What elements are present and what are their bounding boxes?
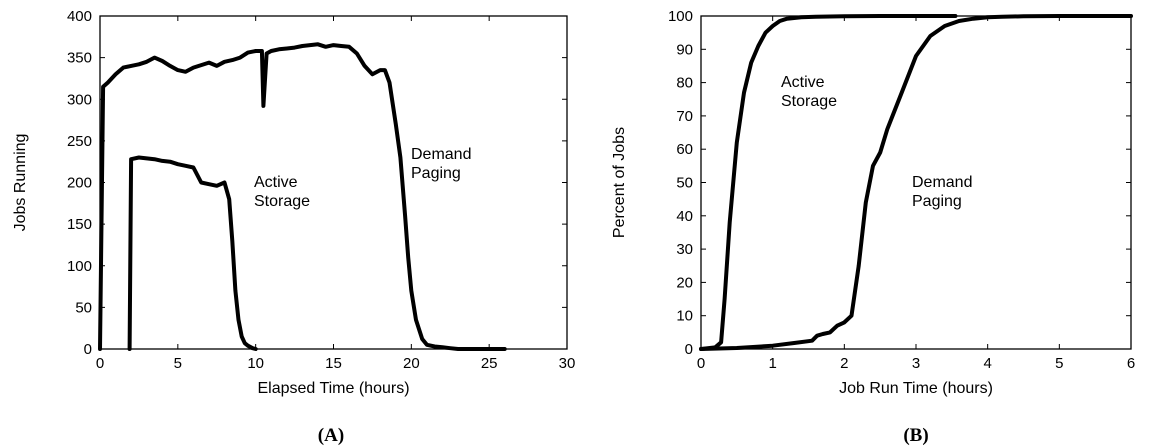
annotation-line: Paging xyxy=(912,193,962,210)
y-tick-label: 150 xyxy=(67,216,92,233)
y-tick-label: 300 xyxy=(67,91,92,108)
y-axis-label: Percent of Jobs xyxy=(611,127,628,238)
annotation-line: Paging xyxy=(411,165,461,182)
annotation-line: Demand xyxy=(411,146,471,163)
chart-a: 0 5 10 15 20 25 30050100150200250300350400Elap… xyxy=(12,8,575,446)
x-tick-label: 3 xyxy=(912,355,920,372)
series-line-demand-paging xyxy=(98,42,507,351)
annotation-line: Demand xyxy=(912,174,972,191)
y-tick-label: 250 xyxy=(67,133,92,150)
annotation-line: Active xyxy=(781,74,825,91)
x-tick-label: 15 xyxy=(325,355,342,372)
annotation-demand-paging: Demand Paging xyxy=(411,146,471,182)
annotation-line: Storage xyxy=(781,93,837,110)
y-tick-label: 400 xyxy=(67,8,92,25)
annotation-line: Storage xyxy=(254,193,310,210)
y-tick-label: 90 xyxy=(676,41,693,58)
y-tick-label: 50 xyxy=(676,175,693,192)
y-tick-label: 20 xyxy=(676,274,693,291)
x-tick-label: 1 xyxy=(768,355,776,372)
y-tick-label: 200 xyxy=(67,175,92,192)
y-axis-label: Jobs Running xyxy=(12,134,29,232)
y-tick-label: 100 xyxy=(668,8,693,25)
series-line-demand-paging xyxy=(699,14,1133,351)
x-axis-label: Job Run Time (hours) xyxy=(839,380,993,397)
y-tick-label: 30 xyxy=(676,241,693,258)
annotation-active-storage: Active Storage xyxy=(781,74,837,110)
y-tick-label: 100 xyxy=(67,258,92,275)
y-tick-label: 40 xyxy=(676,208,693,225)
panel-label: (A) xyxy=(318,425,344,446)
series-line-active-storage xyxy=(127,155,258,351)
y-tick-label: 50 xyxy=(75,299,92,316)
x-tick-label: 2 xyxy=(840,355,848,372)
x-axis-label: Elapsed Time (hours) xyxy=(257,380,409,397)
y-tick-label: 10 xyxy=(676,308,693,325)
y-tick-label: 350 xyxy=(67,50,92,67)
x-tick-label: 0 xyxy=(697,355,705,372)
x-tick-label: 20 xyxy=(403,355,420,372)
x-tick-label: 5 xyxy=(1055,355,1063,372)
annotation-line: Active xyxy=(254,174,298,191)
x-tick-label: 10 xyxy=(247,355,264,372)
x-tick-label: 4 xyxy=(983,355,991,372)
y-tick-label: 60 xyxy=(676,141,693,158)
x-tick-label: 30 xyxy=(559,355,576,372)
annotation-demand-paging: Demand Paging xyxy=(912,174,972,210)
x-tick-label: 5 xyxy=(174,355,182,372)
series-line-active-storage xyxy=(699,14,958,351)
y-tick-label: 70 xyxy=(676,108,693,125)
x-tick-label: 0 xyxy=(96,355,104,372)
y-tick-label: 80 xyxy=(676,75,693,92)
x-tick-label: 25 xyxy=(481,355,498,372)
panel-label: (B) xyxy=(903,425,928,446)
y-tick-label: 0 xyxy=(685,341,693,358)
annotation-active-storage: Active Storage xyxy=(254,174,310,210)
x-tick-label: 6 xyxy=(1127,355,1135,372)
y-tick-label: 0 xyxy=(84,341,92,358)
